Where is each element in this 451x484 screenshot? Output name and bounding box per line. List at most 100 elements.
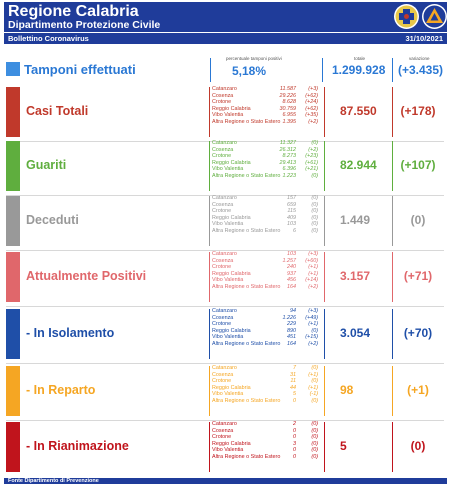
province-delta: (0) <box>311 421 318 427</box>
province-delta: (+61) <box>305 159 318 166</box>
totale-header: totale <box>354 56 366 61</box>
section-color-bar <box>6 309 20 359</box>
province-value: 659 <box>287 201 296 208</box>
province-name: Crotone <box>212 208 232 215</box>
province-value: 0 <box>293 397 296 404</box>
province-list: Catanzaro 94 (+3) Cosenza 1.226 (+49) Crotone 2… <box>212 308 320 348</box>
province-delta: (+49) <box>305 314 318 321</box>
province-list: Catanzaro 103 (+3) Cosenza 1.257 (+60) Crotone… <box>212 251 320 291</box>
province-list: Catanzaro 2 (0) Cosenza 0 (0) Crotone 0 (0) Reggi… <box>212 421 320 461</box>
row-divider <box>6 420 444 421</box>
province-value: 240 <box>287 264 296 271</box>
separator <box>324 309 325 359</box>
separator <box>324 366 325 416</box>
header-bar: Regione Calabria Dipartimento Protezione… <box>4 2 447 32</box>
province-delta: (0) <box>311 397 318 404</box>
province-row: Vibo Valentia 103 (0) <box>212 221 320 228</box>
province-value: 29.413 <box>279 159 297 166</box>
province-value: 8.273 <box>282 153 297 160</box>
row-divider <box>6 195 444 196</box>
section-total: 98 <box>340 383 354 397</box>
province-delta: (+62) <box>305 92 318 99</box>
province-delta: (+2) <box>308 340 318 347</box>
province-delta: (0) <box>311 195 318 201</box>
province-name: Cosenza <box>212 257 234 264</box>
province-name: Cosenza <box>212 201 234 208</box>
separator <box>209 252 210 302</box>
province-value: 0 <box>293 453 296 460</box>
province-name: Altra Regione o Stato Estero <box>212 453 281 460</box>
province-row: Reggio Calabria 44 (+1) <box>212 385 320 392</box>
tamponi-row: Tamponi effettuati percentuale tamponi p… <box>4 56 447 84</box>
province-row: Altra Regione o Stato Estero 6 (0) <box>212 228 320 235</box>
separator <box>209 141 210 191</box>
section-0: Casi Totali Catanzaro 11.587 (+3) Cosenza 29.… <box>4 85 447 142</box>
province-name: Cosenza <box>212 146 234 153</box>
separator <box>209 87 210 137</box>
section-label: - In Isolamento <box>26 326 115 340</box>
section-total: 3.157 <box>340 269 371 283</box>
province-delta: (+1) <box>308 384 318 391</box>
section-3: Attualmente Positivi Catanzaro 103 (+3) Cose… <box>4 250 447 307</box>
province-name: Reggio Calabria <box>212 105 251 112</box>
province-name: Catanzaro <box>212 140 237 146</box>
section-total: 5 <box>340 439 347 453</box>
province-value: 11 <box>290 378 296 385</box>
section-variation: (0) <box>410 213 426 227</box>
row-divider <box>6 306 444 307</box>
province-value: 456 <box>287 277 296 284</box>
province-name: Altra Regione o Stato Estero <box>212 340 281 347</box>
separator <box>392 196 393 246</box>
province-delta: (0) <box>311 172 318 179</box>
province-name: Vibo Valentia <box>212 334 244 341</box>
section-total: 1.449 <box>340 213 371 227</box>
province-row: Cosenza 31 (+1) <box>212 372 320 379</box>
section-2: Deceduti Catanzaro 157 (0) Cosenza 659 (0) Crot… <box>4 194 447 251</box>
province-name: Crotone <box>212 321 232 328</box>
calabria-crest-icon <box>394 4 419 29</box>
province-value: 30.759 <box>279 105 297 112</box>
province-row: Altra Regione o Stato Estero 0 (0) <box>212 398 320 405</box>
province-name: Altra Regione o Stato Estero <box>212 118 281 125</box>
province-name: Catanzaro <box>212 86 237 92</box>
province-value: 937 <box>287 270 296 277</box>
province-row: Catanzaro 7 (0) <box>212 365 320 372</box>
province-row: Crotone 0 (0) <box>212 434 320 441</box>
section-variation: (0) <box>410 439 426 453</box>
province-row: Cosenza 1.257 (+60) <box>212 258 320 265</box>
province-delta: (+2) <box>308 283 318 290</box>
province-value: 2 <box>293 421 296 427</box>
separator <box>324 422 325 472</box>
province-name: Crotone <box>212 378 232 385</box>
province-row: Crotone 11 (0) <box>212 378 320 385</box>
province-list: Catanzaro 157 (0) Cosenza 659 (0) Crotone 115 (0… <box>212 195 320 235</box>
separator <box>209 309 210 359</box>
province-delta: (+21) <box>305 166 318 173</box>
province-delta: (0) <box>311 440 318 447</box>
province-value: 6.396 <box>282 166 297 173</box>
province-name: Reggio Calabria <box>212 327 251 334</box>
province-delta: (0) <box>311 378 318 385</box>
section-total: 87.550 <box>340 104 377 118</box>
separator <box>324 87 325 137</box>
bulletin-title: Bollettino Coronavirus <box>8 34 89 43</box>
province-row: Reggio Calabria 937 (+1) <box>212 271 320 278</box>
province-value: 44 <box>290 384 296 391</box>
province-row: Crotone 8.273 (+23) <box>212 153 320 160</box>
province-delta: (0) <box>311 208 318 215</box>
province-delta: (+3) <box>308 251 318 257</box>
separator <box>210 58 211 82</box>
province-name: Reggio Calabria <box>212 214 251 221</box>
province-name: Vibo Valentia <box>212 112 244 119</box>
row-divider <box>6 250 444 251</box>
province-row: Vibo Valentia 456 (+14) <box>212 277 320 284</box>
positivity-header: percentuale tamponi positivi <box>226 56 282 61</box>
province-delta: (+1) <box>308 264 318 271</box>
separator <box>324 252 325 302</box>
section-color-bar <box>6 141 20 191</box>
positivity-value: 5,18% <box>232 64 267 78</box>
province-value: 103 <box>287 251 296 257</box>
tamponi-marker <box>6 62 20 76</box>
province-name: Catanzaro <box>212 421 237 427</box>
